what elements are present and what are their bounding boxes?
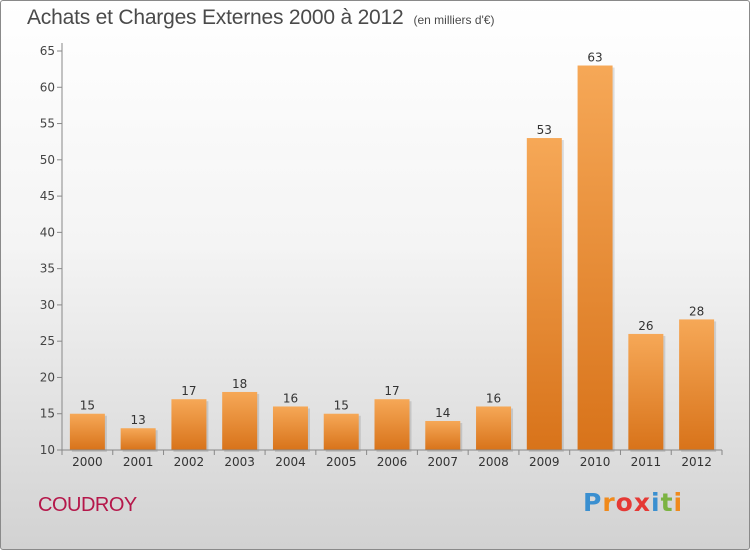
y-tick-label: 55 — [40, 117, 55, 131]
bar-value-label: 13 — [131, 413, 146, 427]
x-tick-label: 2011 — [631, 455, 662, 469]
y-tick-label: 35 — [40, 262, 55, 276]
x-tick-label: 2010 — [580, 455, 611, 469]
chart-subtitle: (en milliers d'€) — [413, 13, 495, 27]
x-tick-label: 2002 — [174, 455, 205, 469]
bar-value-label: 16 — [486, 391, 501, 405]
x-tick-label: 2003 — [224, 455, 255, 469]
chart-title: Achats et Charges Externes 2000 à 2012 (e… — [27, 6, 494, 30]
brand-letter: x — [633, 488, 651, 517]
bar-value-label: 28 — [689, 304, 704, 318]
bar — [69, 413, 105, 450]
x-tick-label: 2001 — [123, 455, 154, 469]
y-tick-label: 50 — [40, 153, 55, 167]
y-tick-label: 30 — [40, 298, 55, 312]
y-tick-label: 65 — [40, 44, 55, 58]
bar-value-label: 18 — [232, 377, 247, 391]
brand-letter: r — [602, 488, 616, 517]
bar-value-label: 53 — [537, 123, 552, 137]
bar — [425, 420, 461, 450]
y-tick-label: 25 — [40, 334, 55, 348]
brand-letter: o — [615, 488, 634, 517]
x-tick-label: 2005 — [326, 455, 357, 469]
bar — [323, 413, 359, 450]
y-tick-label: 45 — [40, 189, 55, 203]
bar — [120, 428, 156, 450]
y-axis: 10 15 20 25 30 35 40 45 50 55 60 65 — [40, 43, 63, 457]
bar-value-label: 15 — [80, 399, 95, 413]
x-tick-label: 2004 — [275, 455, 306, 469]
x-tick-label: 2007 — [427, 455, 458, 469]
bar — [222, 391, 258, 450]
x-tick-label: 2009 — [529, 455, 560, 469]
bar — [374, 399, 410, 450]
y-tick-label: 20 — [40, 370, 55, 384]
bar — [526, 138, 562, 450]
brand-letter: P — [583, 488, 603, 517]
brand-logo[interactable]: Proxiti — [583, 488, 683, 517]
brand-letter: i — [673, 488, 684, 517]
bar — [476, 406, 512, 450]
x-tick-label: 2000 — [72, 455, 103, 469]
bar-value-label: 17 — [384, 384, 399, 398]
bar-value-label: 14 — [435, 406, 450, 420]
x-tick-label: 2006 — [377, 455, 408, 469]
chart-title-main: Achats et Charges Externes 2000 à 2012 — [27, 6, 404, 29]
x-axis: 2000 2001 2002 2003 2004 2005 2006 2007 2008 2009… — [61, 449, 723, 469]
bar — [679, 319, 715, 450]
bar-value-label: 63 — [587, 51, 602, 65]
bar — [171, 399, 207, 450]
bar — [628, 333, 664, 450]
bar-value-label: 15 — [334, 399, 349, 413]
bar-value-label: 26 — [638, 319, 653, 333]
bar-value-label: 16 — [283, 391, 298, 405]
bar-value-label: 17 — [181, 384, 196, 398]
y-tick-label: 10 — [40, 443, 55, 457]
y-tick-label: 15 — [40, 407, 55, 421]
location-label: COUDROY — [38, 494, 137, 516]
brand-letter: i — [651, 488, 661, 517]
brand-letter: t — [660, 488, 674, 517]
y-tick-label: 60 — [40, 80, 55, 94]
x-tick-label: 2008 — [478, 455, 509, 469]
x-tick-label: 2012 — [681, 455, 712, 469]
bars-group: 15 13 17 18 16 15 17 14 16 53 63 26 28 — [69, 51, 717, 452]
bar — [577, 65, 613, 450]
y-tick-label: 40 — [40, 225, 55, 239]
bar — [272, 406, 308, 450]
